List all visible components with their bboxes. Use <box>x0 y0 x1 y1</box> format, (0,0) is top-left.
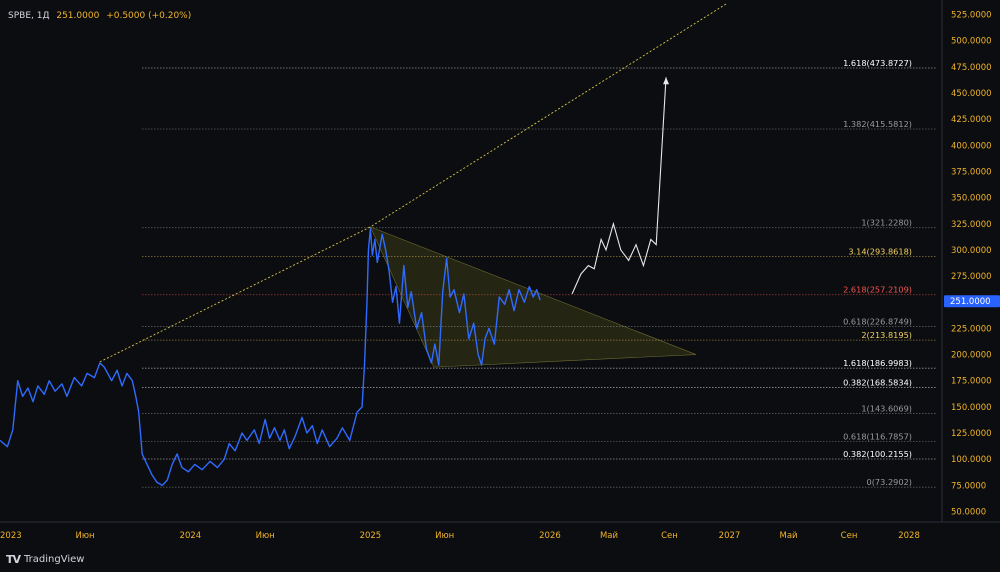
fib-level-label-9: 1(143.6069) <box>861 404 912 414</box>
y-tick-label-0: 525.0000 <box>951 10 992 20</box>
y-tick-label-14: 175.0000 <box>951 377 992 387</box>
y-tick-label-1: 500.0000 <box>951 37 992 47</box>
x-tick-label-8: Сен <box>661 531 678 541</box>
y-tick-label-16: 125.0000 <box>951 429 992 439</box>
fib-level-label-0: 1.618(473.8727) <box>843 58 912 68</box>
x-tick-label-12: 2028 <box>898 531 920 541</box>
tradingview-name: TradingView <box>24 554 85 565</box>
trend-line <box>99 3 727 363</box>
y-tick-label-2: 475.0000 <box>951 63 992 73</box>
fib-level-label-4: 2.618(257.2109) <box>843 285 912 295</box>
x-tick-label-9: 2027 <box>719 531 741 541</box>
x-tick-label-6: 2026 <box>539 531 561 541</box>
x-tick-label-5: Июн <box>435 531 454 541</box>
x-tick-label-7: Май <box>600 531 618 541</box>
fib-level-label-11: 0.382(100.2155) <box>843 449 912 459</box>
y-tick-label-5: 400.0000 <box>951 141 992 151</box>
x-tick-label-11: Сен <box>841 531 858 541</box>
fib-level-label-3: 3.14(293.8618) <box>848 246 912 256</box>
fib-level-label-7: 1.618(186.9983) <box>843 358 912 368</box>
x-tick-label-3: Июн <box>256 531 275 541</box>
y-tick-label-8: 325.0000 <box>951 220 992 230</box>
y-tick-label-17: 100.0000 <box>951 455 992 465</box>
y-tick-label-10: 275.0000 <box>951 272 992 282</box>
x-tick-label-4: 2025 <box>360 531 382 541</box>
last-value: 251.0000 <box>56 11 100 21</box>
projection-path <box>571 77 667 295</box>
y-tick-label-4: 425.0000 <box>951 115 992 125</box>
y-tick-label-18: 75.0000 <box>951 481 986 491</box>
tradingview-branding[interactable]: TV TradingView <box>6 553 84 566</box>
fib-level-label-8: 0.382(168.5834) <box>843 377 912 387</box>
x-tick-label-10: Май <box>779 531 797 541</box>
y-tick-label-6: 375.0000 <box>951 167 992 177</box>
fib-level-label-2: 1(321.2280) <box>861 218 912 228</box>
y-tick-label-19: 50.0000 <box>951 508 986 518</box>
y-tick-label-9: 300.0000 <box>951 246 992 256</box>
y-tick-label-13: 200.0000 <box>951 351 992 361</box>
y-tick-label-7: 350.0000 <box>951 194 992 204</box>
y-tick-label-15: 150.0000 <box>951 403 992 413</box>
y-tick-label-3: 450.0000 <box>951 89 992 99</box>
fib-level-label-1: 1.382(415.5812) <box>843 119 912 129</box>
symbol-legend: SPBE, 1Д 251.0000 +0.5000 (+0.20%) <box>8 11 191 21</box>
y-tick-label-12: 225.0000 <box>951 324 992 334</box>
x-tick-label-1: Июн <box>76 531 95 541</box>
x-tick-label-0: 2023 <box>0 531 22 541</box>
fib-level-label-6: 2(213.8195) <box>861 330 912 340</box>
projection-arrow-icon <box>663 77 670 85</box>
tradingview-logo-icon: TV <box>6 553 21 566</box>
fib-level-label-10: 0.618(116.7857) <box>843 432 912 442</box>
price-change: +0.5000 (+0.20%) <box>106 11 192 21</box>
last-price-badge <box>944 295 1000 308</box>
x-tick-label-2: 2024 <box>180 531 202 541</box>
price-series-line <box>0 228 541 487</box>
last-price-label: 251.0000 <box>950 297 991 307</box>
fib-level-label-5: 0.618(226.8749) <box>843 316 912 326</box>
fib-level-label-12: 0(73.2902) <box>867 477 912 487</box>
symbol-label[interactable]: SPBE, 1Д <box>8 11 50 21</box>
